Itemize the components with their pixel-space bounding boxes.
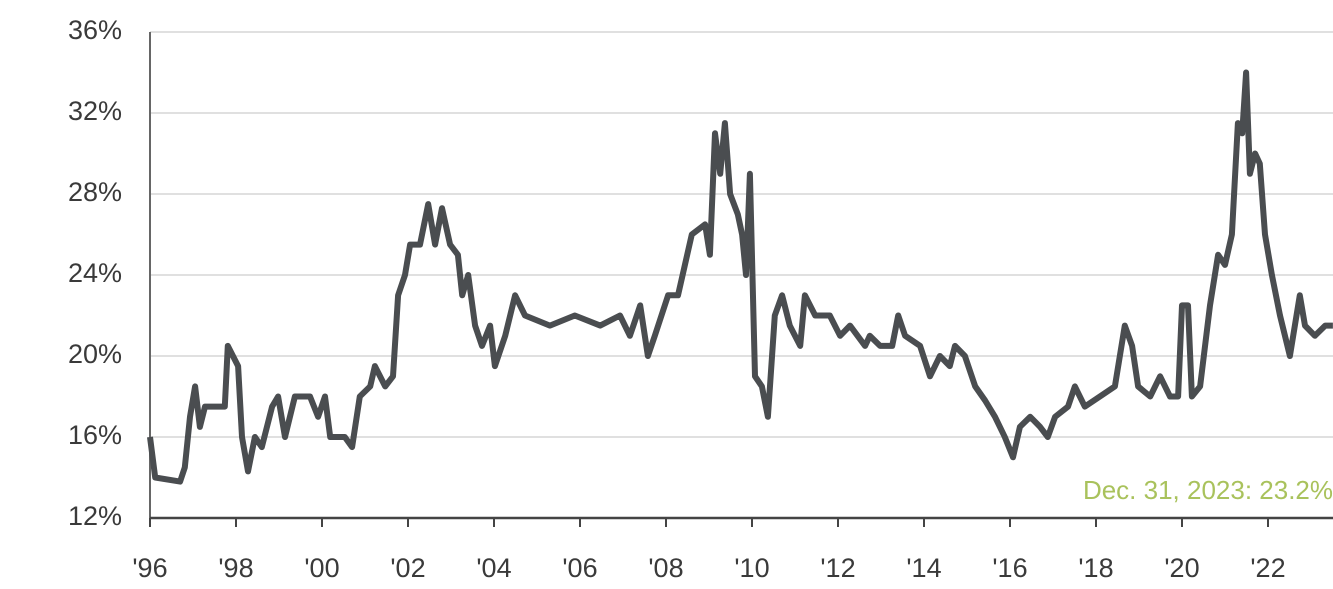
x-tick-label: '98 bbox=[218, 553, 253, 583]
y-tick-label: 28% bbox=[68, 177, 122, 207]
annotation: Dec. 31, 2023: 23.2% bbox=[1083, 475, 1333, 505]
x-tick-label: '04 bbox=[476, 553, 511, 583]
y-tick-label: 12% bbox=[68, 501, 122, 531]
x-tick-label: '22 bbox=[1250, 553, 1285, 583]
x-tick-label: '08 bbox=[648, 553, 683, 583]
y-tick-label: 20% bbox=[68, 339, 122, 369]
x-tick-label: '18 bbox=[1078, 553, 1113, 583]
x-tick-label: '06 bbox=[562, 553, 597, 583]
y-tick-label: 16% bbox=[68, 420, 122, 450]
y-tick-label: 32% bbox=[68, 96, 122, 126]
x-tick-label: '00 bbox=[304, 553, 339, 583]
x-tick-label: '10 bbox=[734, 553, 769, 583]
x-tick-label: '14 bbox=[906, 553, 941, 583]
x-tick-label: '02 bbox=[390, 553, 425, 583]
data-line bbox=[147, 69, 1333, 485]
x-tick-label: '20 bbox=[1164, 553, 1199, 583]
x-tick-label: '16 bbox=[992, 553, 1027, 583]
x-tick-label: '96 bbox=[132, 553, 167, 583]
y-tick-label: 24% bbox=[68, 258, 122, 288]
y-tick-label: 36% bbox=[68, 15, 122, 45]
x-tick-label: '12 bbox=[820, 553, 855, 583]
